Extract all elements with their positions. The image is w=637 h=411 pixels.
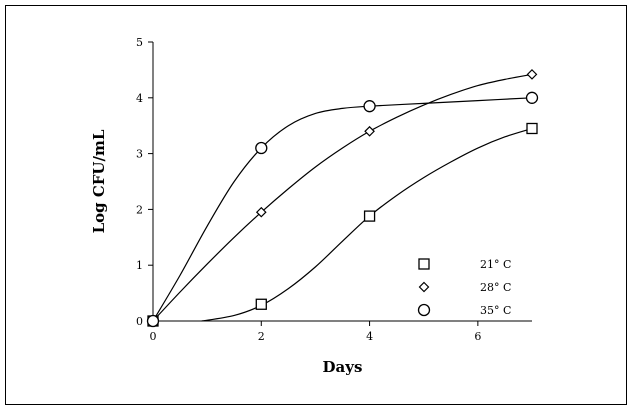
series-21c-point bbox=[526, 122, 538, 135]
series-28c-point bbox=[255, 206, 267, 218]
y-tick-label: 0 bbox=[136, 315, 143, 328]
legend-label: 21° C bbox=[480, 258, 511, 271]
x-tick-label: 6 bbox=[474, 330, 481, 343]
series-35c-point bbox=[146, 314, 160, 328]
legend-item-21c: 21° C bbox=[418, 258, 511, 271]
legend-label: 35° C bbox=[480, 304, 511, 317]
y-axis-title: Log CFU/mL bbox=[90, 129, 108, 233]
legend-item-28c: 28° C bbox=[418, 281, 511, 294]
y-tick-label: 1 bbox=[136, 259, 143, 272]
series-28c-point bbox=[364, 125, 375, 137]
x-ticks: 0 2 4 6 bbox=[150, 321, 481, 343]
x-axis-title: Days bbox=[323, 358, 363, 376]
legend-21c-marker bbox=[418, 258, 430, 270]
y-ticks: 0 1 2 3 4 5 bbox=[136, 36, 153, 328]
series-35c-curve bbox=[152, 97, 533, 322]
axes bbox=[152, 42, 532, 322]
series-35c-point bbox=[363, 100, 376, 113]
series-21c-point bbox=[363, 210, 376, 222]
x-tick-label: 0 bbox=[150, 330, 157, 343]
series-35c-point bbox=[255, 141, 268, 155]
figure-frame bbox=[5, 5, 627, 405]
series-21c-point bbox=[255, 298, 267, 310]
legend-label: 28° C bbox=[480, 281, 511, 294]
series-35c-point bbox=[525, 91, 539, 104]
legend-item-35c: 35° C bbox=[417, 303, 511, 317]
series-28c-point bbox=[526, 69, 538, 80]
legend-28c-marker bbox=[418, 281, 430, 293]
y-tick-label: 3 bbox=[136, 148, 143, 161]
legend-35c-marker bbox=[417, 303, 431, 317]
y-tick-label: 5 bbox=[136, 36, 143, 49]
fit-curves bbox=[152, 73, 533, 322]
y-tick-label: 4 bbox=[136, 92, 143, 105]
data-markers bbox=[146, 69, 539, 328]
x-tick-label: 4 bbox=[366, 330, 373, 343]
series-28c-curve bbox=[152, 73, 533, 322]
y-tick-label: 2 bbox=[136, 203, 143, 216]
x-tick-label: 2 bbox=[258, 330, 265, 343]
legend: 21° C 28° C 35° C bbox=[417, 258, 511, 317]
